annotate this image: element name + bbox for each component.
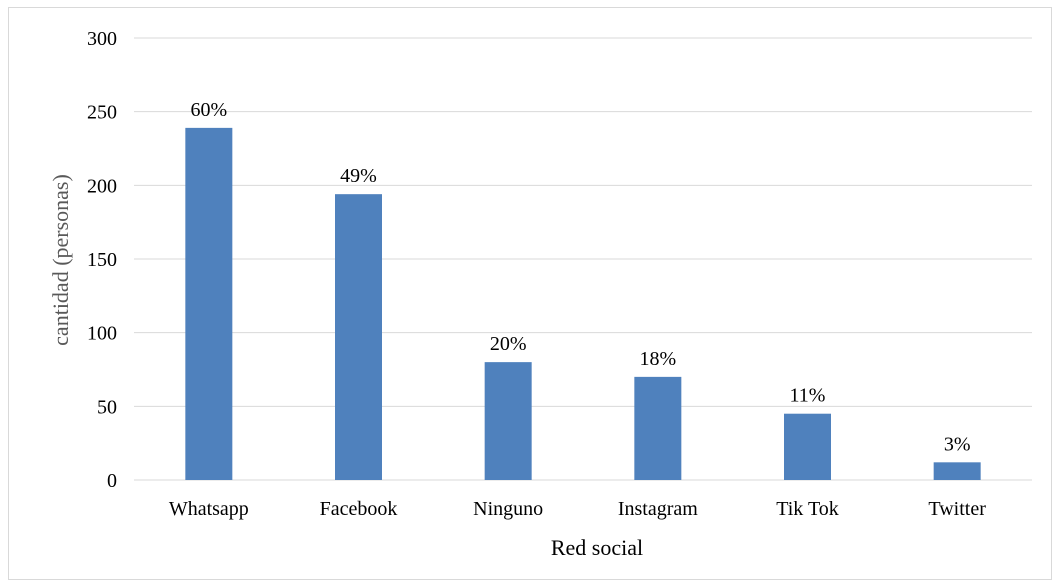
x-tick-label: Twitter: [928, 498, 986, 520]
x-tick-label: Tik Tok: [776, 498, 839, 520]
y-axis-ticks: 0 50 100 150 200 250 300: [87, 28, 117, 492]
x-tick-label: Facebook: [320, 498, 398, 520]
y-tick-label: 200: [87, 175, 117, 197]
data-label: 18%: [639, 348, 676, 370]
x-axis-title: Red social: [551, 535, 643, 560]
y-tick-label: 0: [107, 470, 117, 492]
x-tick-label: Instagram: [618, 498, 698, 520]
data-label: 20%: [490, 333, 527, 355]
x-axis-ticks: Whatsapp Facebook Ninguno Instagram Tik Tok T…: [169, 498, 986, 520]
bar-tik-tok: [784, 413, 831, 480]
y-axis-title: cantidad (personas): [48, 174, 73, 346]
bar-instagram: [634, 376, 682, 480]
chart-frame: [8, 7, 1052, 580]
y-tick-label: 250: [87, 102, 117, 124]
y-tick-label: 300: [87, 28, 117, 50]
y-tick-label: 50: [97, 396, 117, 418]
gridlines: [134, 37, 1032, 481]
bar-facebook: [335, 194, 382, 480]
bar-twitter: [933, 462, 981, 480]
data-label: 11%: [790, 385, 826, 407]
y-tick-label: 100: [87, 323, 117, 345]
data-label: 60%: [190, 99, 227, 121]
y-tick-label: 150: [87, 249, 117, 271]
data-labels: 60% 49% 20% 18% 11% 3%: [190, 99, 970, 455]
bar-whatsapp: [185, 127, 233, 480]
x-tick-label: Whatsapp: [169, 498, 249, 520]
bars: [185, 127, 981, 480]
data-label: 49%: [340, 165, 377, 187]
data-label: 3%: [944, 433, 971, 455]
x-tick-label: Ninguno: [473, 498, 543, 520]
bar-ninguno: [484, 362, 532, 480]
